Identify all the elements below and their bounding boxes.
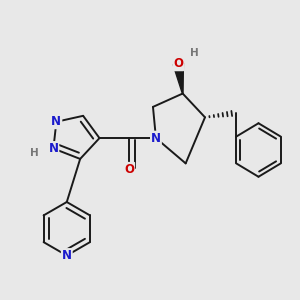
Text: N: N	[62, 249, 72, 262]
Text: N: N	[48, 142, 59, 155]
Text: H: H	[30, 148, 38, 158]
Text: N: N	[51, 115, 62, 128]
Text: O: O	[173, 57, 183, 70]
Text: N: N	[151, 132, 161, 145]
Text: H: H	[190, 48, 199, 59]
Text: O: O	[124, 163, 134, 176]
Polygon shape	[173, 63, 183, 94]
